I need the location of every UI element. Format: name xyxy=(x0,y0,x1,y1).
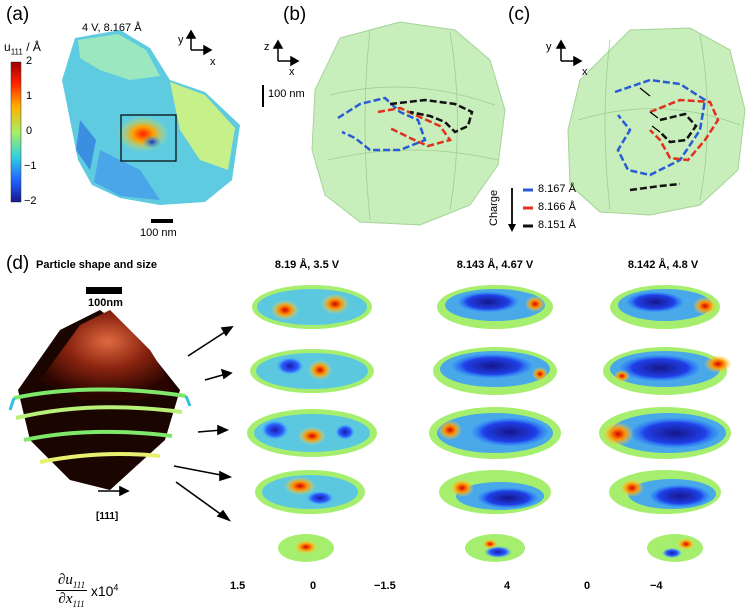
formula: ∂u111 ∂x111 x104 xyxy=(56,572,119,609)
slice-arrows xyxy=(98,326,234,522)
slice-1-3 xyxy=(247,409,377,457)
colorbar-a-label: u111 / Å xyxy=(4,40,41,57)
scale-bar-d xyxy=(86,287,122,294)
slice-1-4 xyxy=(255,470,365,514)
column-title-1: 8.19 Å, 3.5 V xyxy=(274,259,340,271)
particle-c xyxy=(567,27,746,216)
arrows-c xyxy=(639,87,661,133)
slice-1-5 xyxy=(278,534,334,562)
slice-3-1 xyxy=(610,285,720,329)
cb2-tick-0: 4 xyxy=(504,580,511,592)
axis-a-y: y xyxy=(178,34,184,46)
roi-box xyxy=(120,114,177,162)
slices-col-3 xyxy=(599,285,732,562)
legend-c xyxy=(508,188,533,232)
cb-a-tick-2: 0 xyxy=(26,125,33,137)
axes-a xyxy=(185,29,213,56)
contour-b-blue xyxy=(337,96,427,152)
slice-2-4 xyxy=(439,470,551,514)
slice-2-3 xyxy=(429,407,561,459)
slices-col-2 xyxy=(429,285,561,562)
axes-c xyxy=(555,39,583,67)
panel-a-figure xyxy=(10,29,240,223)
axis-a-x: x xyxy=(210,56,216,68)
panel-c-figure xyxy=(508,27,746,232)
legend-c-title: Charge xyxy=(488,189,500,226)
column-title-3: 8.142 Å, 4.8 V xyxy=(627,259,699,271)
colorbar-a xyxy=(10,61,22,203)
cb2-tick-2: −4 xyxy=(650,580,663,592)
scale-bar-b-label: 100 nm xyxy=(268,88,305,100)
axes-b xyxy=(272,39,300,67)
direction-label: [111] xyxy=(96,511,119,522)
scale-bar-a xyxy=(151,219,173,223)
particle-b xyxy=(311,21,506,226)
cb-a-tick-0: 2 xyxy=(26,55,33,67)
axis-b-x: x xyxy=(289,66,295,78)
slice-1-1 xyxy=(252,285,372,329)
contour-c-red xyxy=(649,98,720,162)
cb2-tick-1: 0 xyxy=(584,580,591,592)
panel-d-label: (d) xyxy=(6,253,30,274)
axis-c-x: x xyxy=(582,66,588,78)
panel-a-label: (a) xyxy=(6,4,30,25)
shape-title: Particle shape and size xyxy=(36,259,158,271)
cb1-tick-0: 1.5 xyxy=(230,580,246,592)
contour-b-red xyxy=(377,106,453,148)
panel-b-label: (b) xyxy=(283,4,307,25)
contour-c-black-2 xyxy=(629,182,681,192)
legend-c-item-1: 8.166 Å xyxy=(538,201,576,213)
scale-bar-d-label: 100nm xyxy=(88,297,123,309)
axis-c-y: y xyxy=(546,41,552,53)
panel-d-figure xyxy=(8,285,732,562)
contour-c-black xyxy=(659,112,698,144)
cb1-tick-1: 0 xyxy=(310,580,317,592)
panel-a-title: 4 V, 8.167 Å xyxy=(82,22,142,34)
cb1-tick-2: −1.5 xyxy=(374,580,396,592)
cb-a-tick-4: −2 xyxy=(24,195,37,207)
slice-2-5 xyxy=(465,534,525,562)
legend-c-item-0: 8.167 Å xyxy=(538,183,576,195)
slice-3-3 xyxy=(599,407,731,459)
panel-b-figure xyxy=(262,21,506,226)
axis-b-z: z xyxy=(264,41,270,53)
slices-col-1 xyxy=(247,285,377,562)
particle-shape-3d xyxy=(8,310,192,490)
scale-bar-a-label: 100 nm xyxy=(140,227,177,239)
cb-a-tick-1: 1 xyxy=(26,90,33,102)
column-title-2: 8.143 Å, 4.67 V xyxy=(456,259,534,271)
legend-c-item-2: 8.151 Å xyxy=(538,219,576,231)
slice-3-5 xyxy=(647,534,703,562)
slice-3-2 xyxy=(603,347,732,395)
panel-c-label: (c) xyxy=(508,4,531,25)
slice-1-2 xyxy=(250,349,374,393)
contour-b-black xyxy=(389,98,474,134)
slice-3-4 xyxy=(609,470,721,514)
cb-a-tick-3: −1 xyxy=(24,160,37,172)
slice-2-1 xyxy=(437,285,553,329)
slice-2-2 xyxy=(433,347,557,395)
